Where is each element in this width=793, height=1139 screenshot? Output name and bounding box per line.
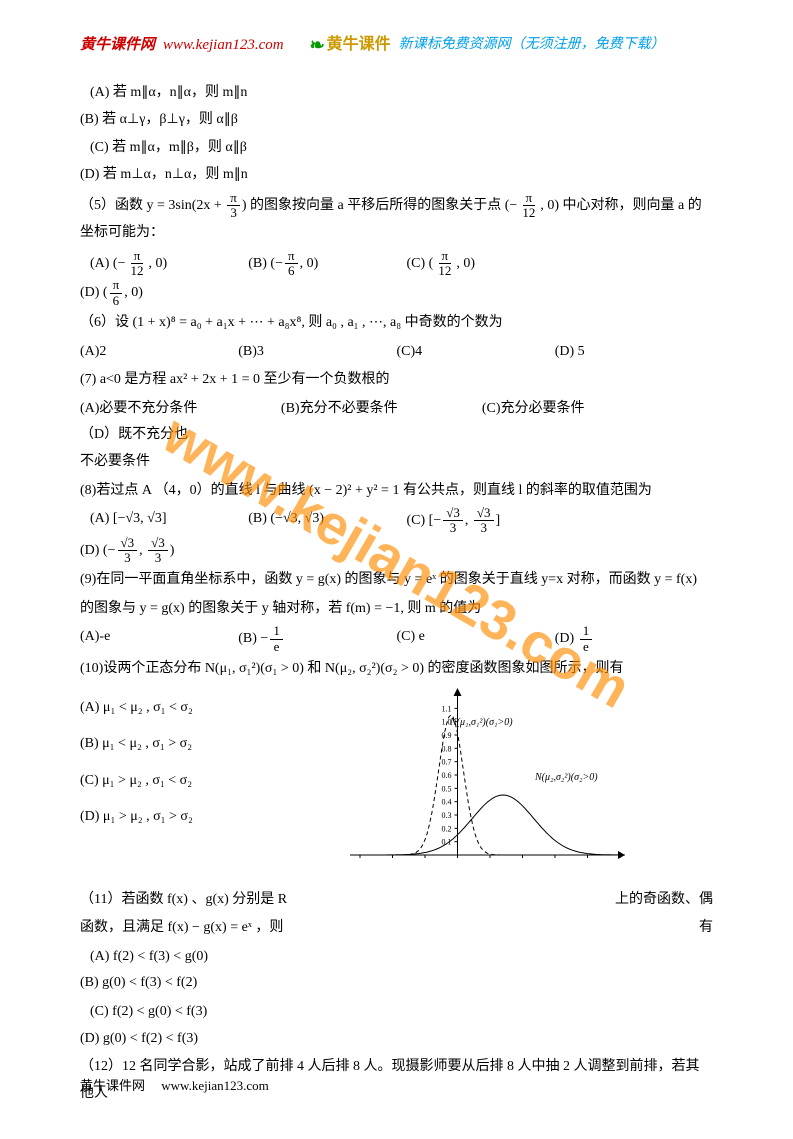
q11-opt-b: (B) g(0) < f(3) < f(2) bbox=[80, 970, 397, 997]
q10-opt-b: (B) μ₁ < μ₂ , σ₁ > σ₂ bbox=[80, 731, 330, 758]
q7-opt-c: (C)充分必要条件 bbox=[482, 396, 683, 423]
q10-opt-c: (C) μ₁ > μ₂ , σ₁ < σ₂ bbox=[80, 768, 330, 795]
q10-opt-d: (D) μ₁ > μ₂ , σ₁ > σ₂ bbox=[80, 804, 330, 831]
q8-opt-b: (B) (−√3, √3) bbox=[248, 506, 406, 536]
leaf-icon: ❧ bbox=[310, 28, 325, 62]
q8-opt-a: (A) [−√3, √3] bbox=[90, 506, 248, 536]
q7-options: (A)必要不充分条件 (B)充分不必要条件 (C)充分必要条件 （D）既不充分也… bbox=[80, 396, 713, 476]
normal-dist-chart: 0.10.20.30.40.50.60.70.80.91.01.1N(μ₁,σ₁… bbox=[340, 685, 630, 885]
svg-text:0.9: 0.9 bbox=[442, 731, 452, 740]
q5-options: (A) (−π12, 0) (B) (−π6, 0) (C) (π12, 0) … bbox=[80, 249, 713, 308]
q5-stem: （5）函数 y = 3sin(2x + π3) 的图象按向量 a 平移后所得的图… bbox=[80, 191, 713, 247]
q10-stem: (10)设两个正态分布 N(μ₁, σ₁²)(σ₁ > 0) 和 N(μ₂, σ… bbox=[80, 656, 713, 683]
q5-opt-a: (A) (−π12, 0) bbox=[90, 249, 248, 279]
q6-opt-c: (C)4 bbox=[397, 339, 555, 366]
q8-opt-d: (D) (−√33, √33) bbox=[80, 536, 238, 566]
q9-opt-c: (C) e bbox=[397, 624, 555, 654]
svg-text:0.7: 0.7 bbox=[442, 757, 452, 766]
q6-opt-d: (D) 5 bbox=[555, 339, 713, 366]
q5-opt-c: (C) (π12, 0) bbox=[407, 249, 565, 279]
q8-opt-c: (C) [−√33, √33] bbox=[407, 506, 565, 536]
page-header: 黄牛课件网 www.kejian123.com ❧ 黄牛课件 新课标免费资源网（… bbox=[80, 28, 713, 62]
q9-options: (A)-e (B) −1e (C) e (D) 1e bbox=[80, 624, 713, 654]
svg-text:0.8: 0.8 bbox=[442, 744, 452, 753]
svg-text:0.3: 0.3 bbox=[442, 811, 452, 820]
q9-opt-b: (B) −1e bbox=[238, 624, 396, 654]
q11-stem-1: （11）若函数 f(x) 、g(x) 分别是 R 上的奇函数、偶 bbox=[80, 887, 713, 914]
q6-opt-b: (B)3 bbox=[238, 339, 396, 366]
q11-options: (A) f(2) < f(3) < g(0) (B) g(0) < f(3) <… bbox=[80, 944, 713, 997]
q6-options: (A)2 (B)3 (C)4 (D) 5 bbox=[80, 339, 713, 366]
q8-options: (A) [−√3, √3] (B) (−√3, √3) (C) [−√33, √… bbox=[80, 506, 713, 565]
q4-opt-c: (C) 若 m∥α，m∥β，则 α∥β bbox=[90, 135, 407, 162]
q7-opt-a: (A)必要不充分条件 bbox=[80, 396, 281, 423]
header-logo: ❧ 黄牛课件 bbox=[310, 28, 391, 62]
header-site-name: 黄牛课件网 bbox=[80, 31, 155, 60]
svg-text:0.5: 0.5 bbox=[442, 784, 452, 793]
q6-stem: （6）设 (1 + x)⁸ = a₀ + a₁x + ⋯ + a₈x⁸, 则 a… bbox=[80, 310, 713, 337]
q10-body: (A) μ₁ < μ₂ , σ₁ < σ₂ (B) μ₁ < μ₂ , σ₁ >… bbox=[80, 685, 713, 885]
q9-opt-d: (D) 1e bbox=[555, 624, 713, 654]
svg-text:0.2: 0.2 bbox=[442, 824, 452, 833]
header-tagline: 新课标免费资源网（无须注册，免费下载） bbox=[399, 32, 665, 59]
q7-opt-d: （D）既不充分也不必要条件 bbox=[80, 422, 230, 475]
q4-opt-a: (A) 若 m∥α，n∥α，则 m∥n bbox=[90, 80, 407, 107]
q10-opt-a: (A) μ₁ < μ₂ , σ₁ < σ₂ bbox=[80, 695, 330, 722]
q9-stem2: 的图象与 y = g(x) 的图象关于 y 轴对称，若 f(m) = −1, 则… bbox=[80, 596, 713, 623]
q12-stem: （12）12 名同学合影，站成了前排 4 人后排 8 人。现摄影师要从后排 8 … bbox=[80, 1054, 713, 1107]
q11-opt-a: (A) f(2) < f(3) < g(0) bbox=[90, 944, 407, 971]
q4-options: (A) 若 m∥α，n∥α，则 m∥n (B) 若 α⊥γ，β⊥γ，则 α∥β bbox=[80, 80, 713, 133]
q10-options: (A) μ₁ < μ₂ , σ₁ < σ₂ (B) μ₁ < μ₂ , σ₁ >… bbox=[80, 685, 330, 841]
q9-stem1: (9)在同一平面直角坐标系中，函数 y = g(x) 的图象与 y = eˣ 的… bbox=[80, 567, 713, 594]
svg-text:N(μ₂,σ₂²)(σ₂>0): N(μ₂,σ₂²)(σ₂>0) bbox=[534, 772, 598, 783]
q4-opt-d: (D) 若 m⊥α，n⊥α，则 m∥n bbox=[80, 162, 397, 189]
q7-stem: (7) a<0 是方程 ax² + 2x + 1 = 0 至少有一个负数根的 bbox=[80, 367, 713, 394]
svg-text:0.4: 0.4 bbox=[442, 797, 452, 806]
q6-opt-a: (A)2 bbox=[80, 339, 238, 366]
q4-opt-b: (B) 若 α⊥γ，β⊥γ，则 α∥β bbox=[80, 107, 397, 134]
header-site-url: www.kejian123.com bbox=[163, 31, 284, 60]
svg-text:0.6: 0.6 bbox=[442, 771, 452, 780]
q11-opt-d: (D) g(0) < f(2) < f(3) bbox=[80, 1026, 397, 1053]
q11-stem-2: 函数，且满足 f(x) − g(x) = eˣ ，则 有 bbox=[80, 915, 713, 942]
q7-opt-b: (B)充分不必要条件 bbox=[281, 396, 482, 423]
q8-stem: (8)若过点 A （4，0）的直线 l 与曲线 (x − 2)² + y² = … bbox=[80, 478, 713, 505]
q9-opt-a: (A)-e bbox=[80, 624, 238, 654]
svg-text:1.1: 1.1 bbox=[442, 704, 452, 713]
q11-opt-c: (C) f(2) < g(0) < f(3) bbox=[90, 999, 407, 1026]
svg-text:N(μ₁,σ₁²)(σ₁>0): N(μ₁,σ₁²)(σ₁>0) bbox=[449, 717, 513, 728]
q5-opt-d: (D) (π6, 0) bbox=[80, 278, 238, 308]
q5-opt-b: (B) (−π6, 0) bbox=[248, 249, 406, 279]
